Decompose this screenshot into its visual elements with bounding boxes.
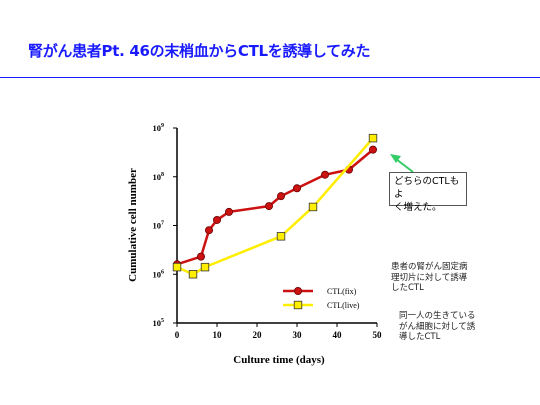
y-axis-label: Cumulative cell number [127,168,139,282]
slide-title: 腎がん患者Pt. 46の末梢血からCTLを誘導してみた [28,42,371,60]
chart-ticks: 0 10 20 30 40 50 105 106 107 108 109 [153,123,383,340]
data-point-ctl-live [200,262,210,272]
series-line-ctl-fix [176,148,374,266]
chart-legend: CTL(fix) CTL(live) [283,286,360,310]
title-divider [0,77,540,78]
legend-label-ctl-live: CTL(live) [327,301,360,310]
callout-arrow [390,154,414,173]
y-tick-label: 106 [153,269,165,279]
x-tick-label: 10 [213,330,223,340]
y-tick-label: 107 [153,221,165,231]
chart-series [172,133,378,279]
data-point-ctl-fix [368,145,377,154]
data-point-ctl-live [308,202,318,212]
x-tick-label: 20 [253,330,263,340]
x-axis-label: Culture time (days) [233,354,325,366]
data-point-ctl-fix [320,170,329,179]
data-point-ctl-live [172,262,182,272]
data-point-ctl-fix [212,215,221,224]
data-point-ctl-fix [276,192,285,201]
y-tick-label: 105 [153,318,165,328]
y-tick-label: 108 [153,172,165,182]
callout-box: どちらのCTLもよ く増えた。 [389,172,467,213]
data-point-ctl-fix [196,252,205,261]
y-tick-label: 109 [153,123,165,133]
data-point-ctl-fix [292,184,301,193]
data-point-ctl-fix [224,207,233,216]
data-point-ctl-fix [204,226,213,235]
data-point-ctl-fix [264,202,273,211]
x-tick-label: 30 [293,330,303,340]
callout-arrow-shaft [395,158,414,173]
data-point-ctl-live [368,133,378,143]
x-tick-label: 0 [175,330,180,340]
data-point-ctl-live [188,270,198,279]
data-point-ctl-live [276,232,286,241]
note-ctl-live: 同一人の生きている がん細胞に対して誘 導したCTL [399,311,476,342]
legend-label-ctl-fix: CTL(fix) [327,287,357,296]
x-tick-label: 50 [373,330,383,340]
legend-marker-ctl-live [293,300,303,310]
legend-marker-ctl-fix [293,286,302,295]
series-line-ctl-live [176,137,374,276]
note-ctl-fix: 患者の腎がん固定病 理切片に対して誘導 したCTL [391,262,468,293]
callout-arrow-head [390,154,401,163]
x-tick-label: 40 [333,330,343,340]
